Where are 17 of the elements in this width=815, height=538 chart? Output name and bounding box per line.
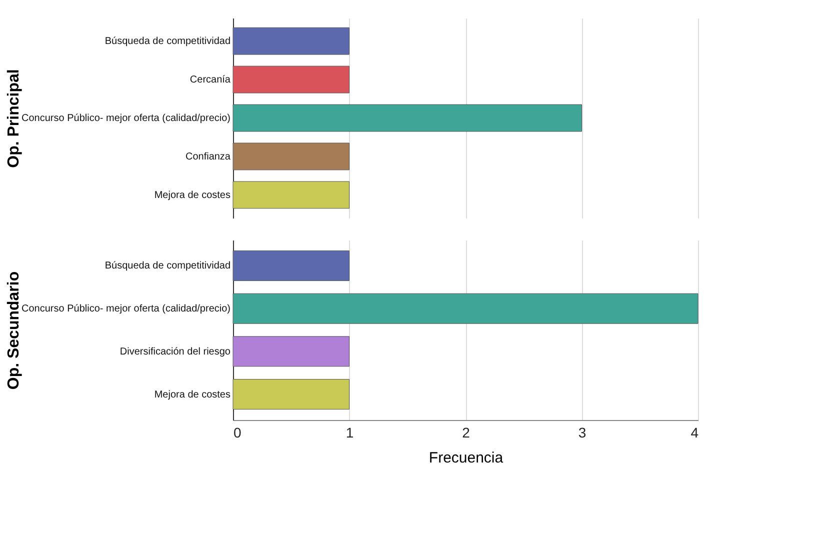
y-axis-title: Op. Secundario [6,271,22,390]
y-tick-label: Concurso Público- mejor oferta (calidad/precio) [22,304,230,315]
x-tick-label: 1 [346,424,354,440]
x-tick-label: 0 [234,424,242,440]
y-axis-title: Op. Principal [6,69,22,168]
x-tick-label: 4 [690,424,699,440]
x-axis-title: Frecuencia [428,450,504,466]
y-tick-label: Concurso Público- mejor oferta (calidad/precio) [22,113,230,124]
y-tick-label: Cercanía [190,74,231,86]
y-tick-label: Búsqueda de competitividad [104,36,230,48]
x-tick-label: 2 [462,424,470,440]
y-tick-label: Confianza [185,151,231,162]
y-tick-label: Búsqueda de competitividad [104,260,230,272]
x-tick-label: 3 [578,424,586,440]
y-tick-label: Mejora de costes [154,190,230,201]
y-tick-label: Mejora de costes [154,389,230,400]
y-tick-label: Diversificación del riesgo [120,346,231,358]
